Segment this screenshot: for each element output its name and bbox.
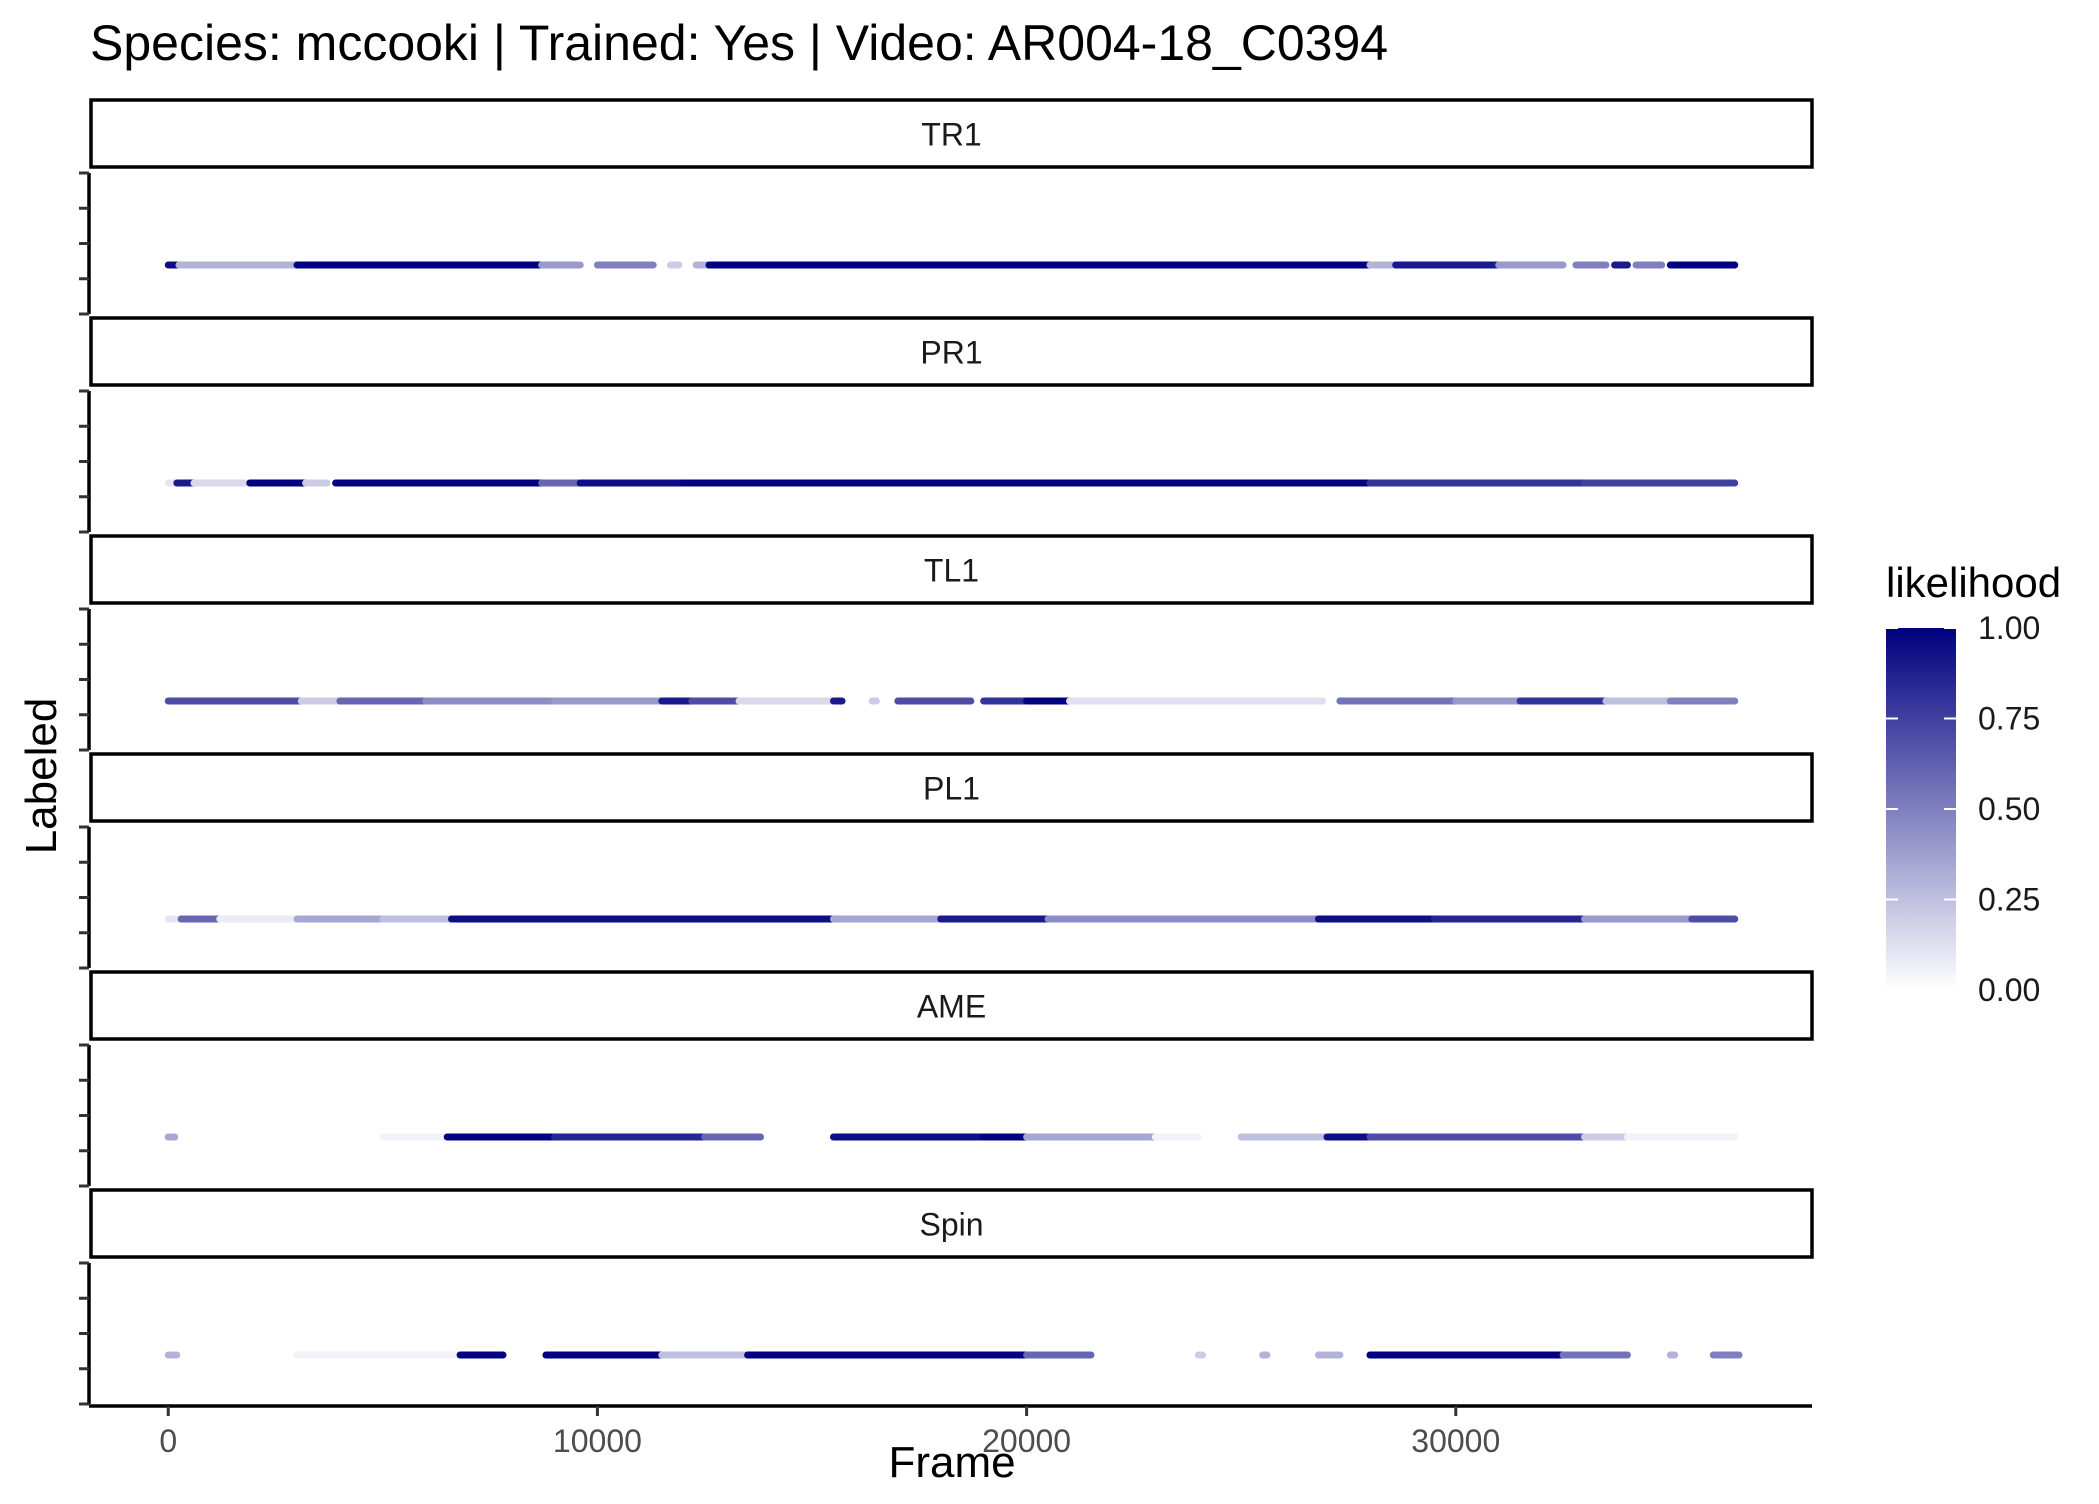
legend-tick-label: 0.25 [1978,882,2040,918]
x-axis-label: Frame [888,1438,1015,1487]
facet-strip-label: PR1 [920,335,982,371]
x-tick-label: 10000 [553,1423,642,1459]
x-tick-label: 0 [159,1423,177,1459]
facet-strip [89,752,1814,823]
y-axis-label: Labeled [17,698,66,855]
facet-ame: AME [79,970,1814,1188]
facet-strip [89,316,1814,387]
facet-pr1: PR1 [79,316,1814,534]
facet-tl1: TL1 [79,534,1814,752]
legend-title: likelihood [1886,559,2061,606]
facet-strip [89,1188,1814,1259]
facet-panels: TR1 PR1 TL1 PL1 AME Spin [79,98,1814,1406]
x-tick-label: 20000 [982,1423,1071,1459]
facet-strip-label: Spin [919,1207,983,1243]
facet-strip-label: AME [917,989,986,1025]
x-tick-label: 30000 [1411,1423,1500,1459]
legend-tick-label: 0.50 [1978,791,2040,827]
facet-spin: Spin [79,1188,1814,1406]
legend-tick-label: 0.00 [1978,972,2040,1008]
facet-strip-label: TL1 [924,553,979,589]
facet-strip-label: TR1 [921,117,981,153]
legend-tick-label: 1.00 [1978,610,2040,646]
likelihood-legend: likelihood 1.00 0.75 0.50 0.25 0.00 [1886,559,2061,1008]
legend-ticks: 1.00 0.75 0.50 0.25 0.00 [1886,610,2040,1008]
facet-pl1: PL1 [79,752,1814,970]
legend-tick-label: 0.75 [1978,701,2040,737]
chart-title: Species: mccooki | Trained: Yes | Video:… [90,15,1388,71]
x-axis: 0 10000 20000 30000 [89,1404,1812,1459]
facet-strip [89,970,1814,1041]
facet-tr1: TR1 [79,98,1814,316]
facet-strip [89,98,1814,169]
facet-strip [89,534,1814,605]
facet-strip-label: PL1 [923,771,980,807]
